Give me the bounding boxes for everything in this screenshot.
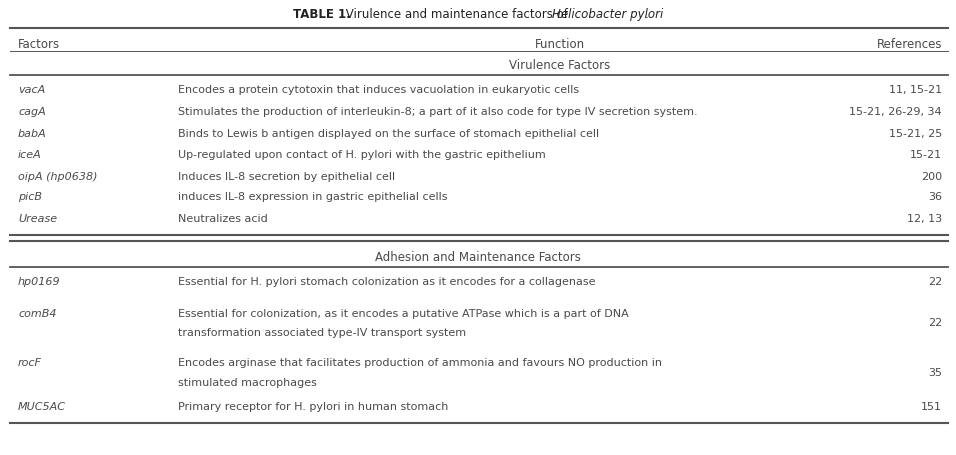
Text: 151: 151 bbox=[921, 402, 942, 412]
Text: Neutralizes acid: Neutralizes acid bbox=[178, 214, 268, 224]
Text: comB4: comB4 bbox=[18, 308, 56, 318]
Text: Factors: Factors bbox=[18, 38, 60, 51]
Text: References: References bbox=[877, 38, 942, 51]
Text: rocF: rocF bbox=[18, 358, 42, 368]
Text: Adhesion and Maintenance Factors: Adhesion and Maintenance Factors bbox=[375, 251, 581, 264]
Text: 15-21, 26-29, 34: 15-21, 26-29, 34 bbox=[849, 107, 942, 117]
Text: 22: 22 bbox=[927, 277, 942, 287]
Text: Primary receptor for H. pylori in human stomach: Primary receptor for H. pylori in human … bbox=[178, 402, 448, 412]
Text: cagA: cagA bbox=[18, 107, 46, 117]
Text: Function: Function bbox=[535, 38, 585, 51]
Text: Helicobacter pylori: Helicobacter pylori bbox=[552, 8, 663, 21]
Text: oipA (hp0638): oipA (hp0638) bbox=[18, 172, 98, 182]
Text: .: . bbox=[645, 8, 649, 21]
Text: Encodes a protein cytotoxin that induces vacuolation in eukaryotic cells: Encodes a protein cytotoxin that induces… bbox=[178, 85, 579, 95]
Text: TABLE 1.: TABLE 1. bbox=[293, 8, 351, 21]
Text: 200: 200 bbox=[921, 172, 942, 182]
Text: 35: 35 bbox=[928, 368, 942, 378]
Text: Stimulates the production of interleukin-8; a part of it also code for type IV s: Stimulates the production of interleukin… bbox=[178, 107, 698, 117]
Text: MUC5AC: MUC5AC bbox=[18, 402, 66, 412]
Text: 12, 13: 12, 13 bbox=[907, 214, 942, 224]
Text: 15-21, 25: 15-21, 25 bbox=[889, 129, 942, 139]
Text: hp0169: hp0169 bbox=[18, 277, 60, 287]
Text: 36: 36 bbox=[928, 192, 942, 202]
Text: Urease: Urease bbox=[18, 214, 57, 224]
Text: Binds to Lewis b antigen displayed on the surface of stomach epithelial cell: Binds to Lewis b antigen displayed on th… bbox=[178, 129, 599, 139]
Text: Up-regulated upon contact of H. pylori with the gastric epithelium: Up-regulated upon contact of H. pylori w… bbox=[178, 150, 546, 160]
Text: induces IL-8 expression in gastric epithelial cells: induces IL-8 expression in gastric epith… bbox=[178, 192, 447, 202]
Text: stimulated macrophages: stimulated macrophages bbox=[178, 378, 316, 388]
Text: babA: babA bbox=[18, 129, 47, 139]
Text: Encodes arginase that facilitates production of ammonia and favours NO productio: Encodes arginase that facilitates produc… bbox=[178, 358, 662, 368]
Text: Essential for colonization, as it encodes a putative ATPase which is a part of D: Essential for colonization, as it encode… bbox=[178, 308, 629, 318]
Text: 11, 15-21: 11, 15-21 bbox=[889, 85, 942, 95]
Text: vacA: vacA bbox=[18, 85, 45, 95]
Text: Virulence and maintenance factors of: Virulence and maintenance factors of bbox=[342, 8, 572, 21]
Text: Induces IL-8 secretion by epithelial cell: Induces IL-8 secretion by epithelial cel… bbox=[178, 172, 395, 182]
Text: picB: picB bbox=[18, 192, 42, 202]
Text: 22: 22 bbox=[927, 318, 942, 329]
Text: transformation associated type-IV transport system: transformation associated type-IV transp… bbox=[178, 329, 467, 339]
Text: 15-21: 15-21 bbox=[910, 150, 942, 160]
Text: iceA: iceA bbox=[18, 150, 42, 160]
Text: Virulence Factors: Virulence Factors bbox=[510, 59, 611, 72]
Text: Essential for H. pylori stomach colonization as it encodes for a collagenase: Essential for H. pylori stomach coloniza… bbox=[178, 277, 596, 287]
